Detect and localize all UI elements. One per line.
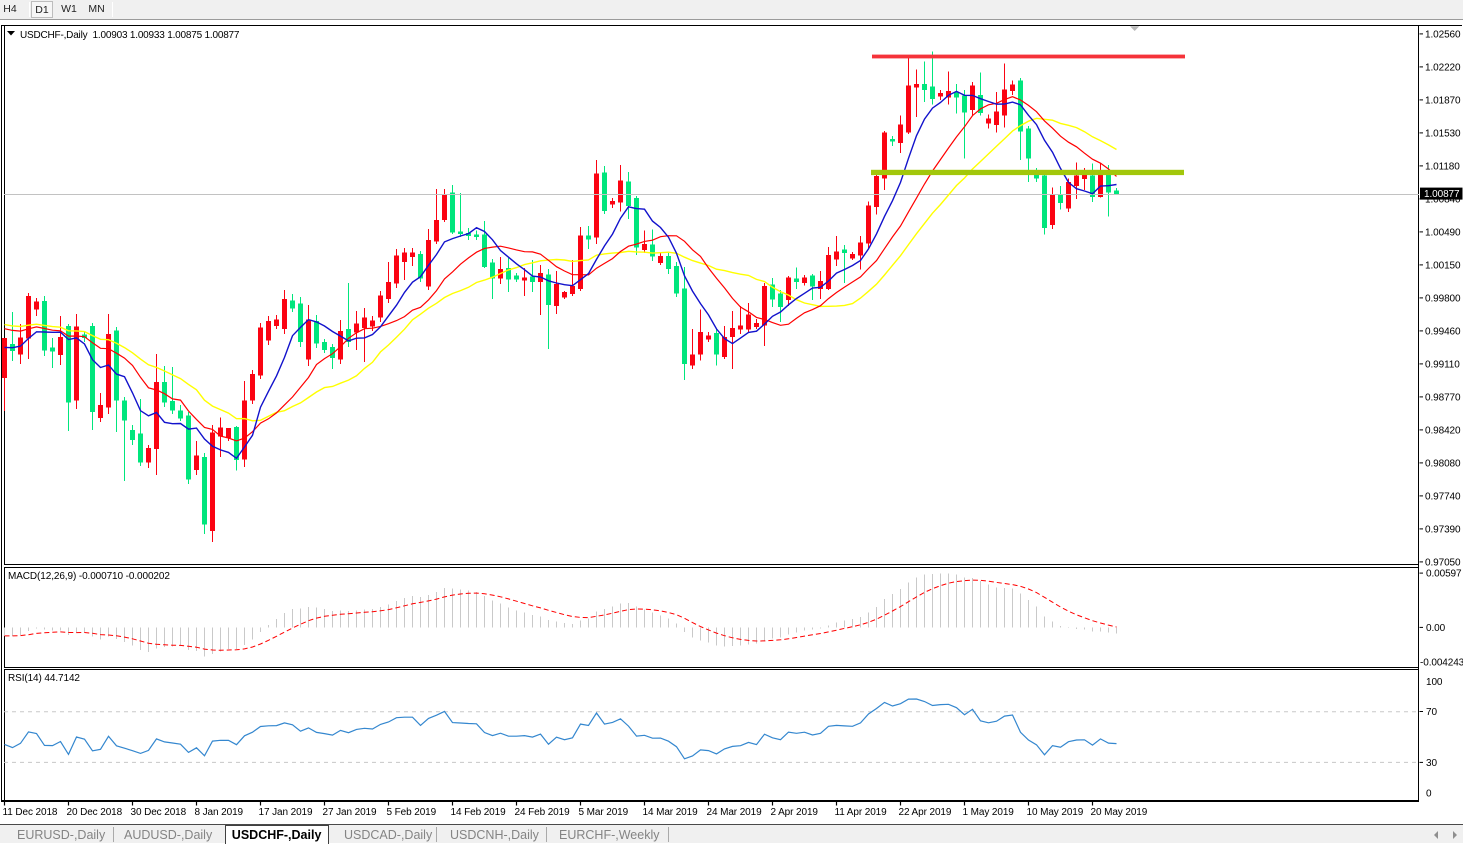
- svg-text:5 Feb 2019: 5 Feb 2019: [387, 807, 437, 818]
- svg-text:0.99800: 0.99800: [1425, 293, 1461, 304]
- svg-text:24 Feb 2019: 24 Feb 2019: [515, 807, 571, 818]
- svg-text:0.97390: 0.97390: [1425, 524, 1461, 535]
- svg-text:24 Mar 2019: 24 Mar 2019: [707, 807, 763, 818]
- svg-text:RSI(14) 44.7142: RSI(14) 44.7142: [8, 673, 80, 684]
- svg-text:100: 100: [1426, 677, 1443, 688]
- svg-text:70: 70: [1426, 707, 1437, 718]
- svg-text:1.00150: 1.00150: [1425, 260, 1461, 271]
- svg-text:0.98080: 0.98080: [1425, 458, 1461, 469]
- svg-text:17 Jan 2019: 17 Jan 2019: [259, 807, 313, 818]
- svg-text:11 Apr 2019: 11 Apr 2019: [835, 807, 888, 818]
- svg-text:1.00840: 1.00840: [1425, 194, 1461, 205]
- svg-text:1.00490: 1.00490: [1425, 227, 1461, 238]
- svg-text:14 Feb 2019: 14 Feb 2019: [451, 807, 507, 818]
- svg-text:27 Jan 2019: 27 Jan 2019: [323, 807, 377, 818]
- svg-text:1.02560: 1.02560: [1425, 29, 1461, 40]
- svg-text:30: 30: [1426, 758, 1437, 769]
- svg-text:0: 0: [1426, 788, 1432, 799]
- svg-text:1.02220: 1.02220: [1425, 62, 1461, 73]
- svg-text:10 May 2019: 10 May 2019: [1027, 807, 1084, 818]
- svg-text:20 May 2019: 20 May 2019: [1091, 807, 1148, 818]
- svg-text:0.00597: 0.00597: [1426, 569, 1462, 580]
- svg-text:0.97740: 0.97740: [1425, 491, 1461, 502]
- svg-text:30 Dec 2018: 30 Dec 2018: [131, 807, 187, 818]
- svg-text:20 Dec 2018: 20 Dec 2018: [67, 807, 123, 818]
- svg-text:1.01180: 1.01180: [1425, 161, 1460, 172]
- svg-text:5 Mar 2019: 5 Mar 2019: [579, 807, 629, 818]
- svg-text:1.01870: 1.01870: [1425, 95, 1461, 106]
- svg-text:11 Dec 2018: 11 Dec 2018: [3, 807, 58, 818]
- svg-text:0.98770: 0.98770: [1425, 392, 1461, 403]
- svg-text:22 Apr 2019: 22 Apr 2019: [899, 807, 952, 818]
- svg-text:USDCHF-,Daily 1.00903 1.00933: USDCHF-,Daily 1.00903 1.00933 1.00875 1.…: [20, 30, 240, 41]
- svg-text:1 May 2019: 1 May 2019: [963, 807, 1015, 818]
- svg-text:0.00: 0.00: [1426, 623, 1446, 634]
- svg-text:0.99110: 0.99110: [1425, 359, 1460, 370]
- svg-text:2 Apr 2019: 2 Apr 2019: [771, 807, 819, 818]
- svg-text:14 Mar 2019: 14 Mar 2019: [643, 807, 699, 818]
- svg-text:1.01530: 1.01530: [1425, 128, 1461, 139]
- svg-text:-0.0042432: -0.0042432: [1420, 658, 1463, 669]
- svg-text:MACD(12,26,9) -0.000710 -0.000: MACD(12,26,9) -0.000710 -0.000202: [8, 571, 170, 582]
- svg-text:0.99460: 0.99460: [1425, 326, 1461, 337]
- svg-text:8 Jan 2019: 8 Jan 2019: [195, 807, 244, 818]
- svg-text:0.97050: 0.97050: [1425, 557, 1461, 568]
- svg-text:1.00877: 1.00877: [1424, 189, 1460, 200]
- svg-text:0.98420: 0.98420: [1425, 425, 1461, 436]
